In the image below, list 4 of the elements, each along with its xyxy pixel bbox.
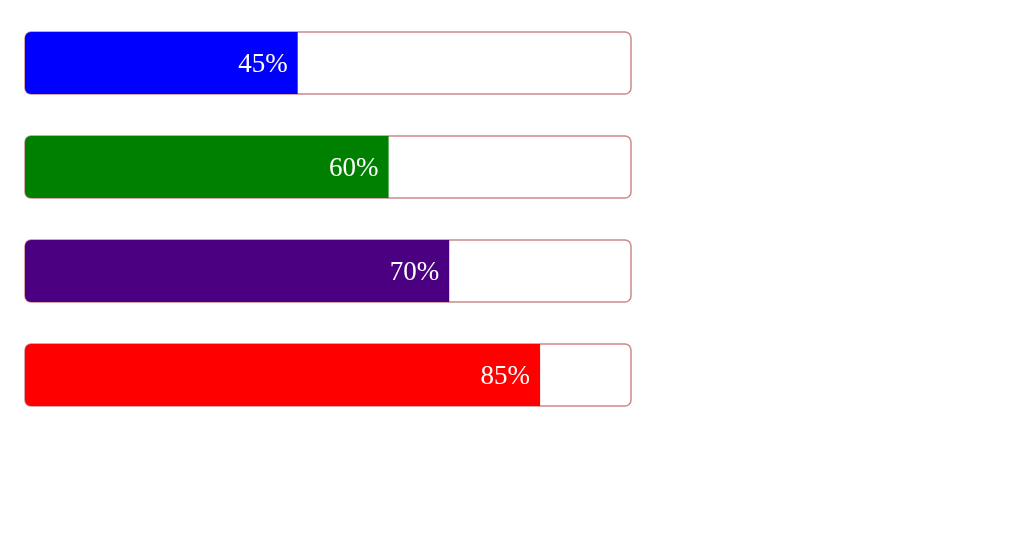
data-label: 60% bbox=[329, 152, 379, 182]
data-label: 70% bbox=[389, 256, 440, 286]
data-label: 45% bbox=[238, 48, 288, 78]
data-label: 85% bbox=[480, 360, 531, 390]
